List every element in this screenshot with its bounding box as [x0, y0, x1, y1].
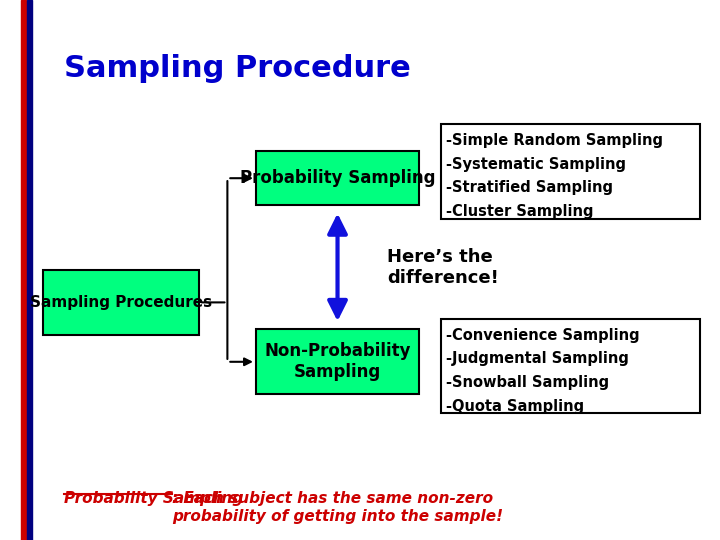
FancyBboxPatch shape [441, 319, 700, 413]
Text: Sampling Procedures: Sampling Procedures [30, 295, 212, 310]
Text: -Convenience Sampling: -Convenience Sampling [446, 328, 640, 343]
Text: -Judgmental Sampling: -Judgmental Sampling [446, 351, 629, 366]
Bar [22, 0, 27, 540]
FancyBboxPatch shape [441, 124, 700, 219]
Text: -Systematic Sampling: -Systematic Sampling [446, 157, 626, 172]
Text: Here’s the
difference!: Here’s the difference! [387, 248, 499, 287]
FancyBboxPatch shape [256, 151, 419, 205]
FancyBboxPatch shape [256, 329, 419, 394]
Text: Sampling Procedure: Sampling Procedure [64, 54, 410, 83]
Text: Non-Probability
Sampling: Non-Probability Sampling [264, 342, 411, 381]
Text: Probability Sampling: Probability Sampling [240, 169, 436, 187]
Text: : Each subject has the same non-zero
probability of getting into the sample!: : Each subject has the same non-zero pro… [172, 491, 503, 524]
Text: -Quota Sampling: -Quota Sampling [446, 399, 585, 414]
Text: -Snowball Sampling: -Snowball Sampling [446, 375, 609, 390]
Text: -Cluster Sampling: -Cluster Sampling [446, 204, 594, 219]
Bar [27, 0, 32, 540]
FancyBboxPatch shape [42, 270, 199, 335]
Text: Probability Sampling: Probability Sampling [64, 491, 243, 507]
Text: -Stratified Sampling: -Stratified Sampling [446, 180, 613, 195]
Text: -Simple Random Sampling: -Simple Random Sampling [446, 133, 663, 148]
